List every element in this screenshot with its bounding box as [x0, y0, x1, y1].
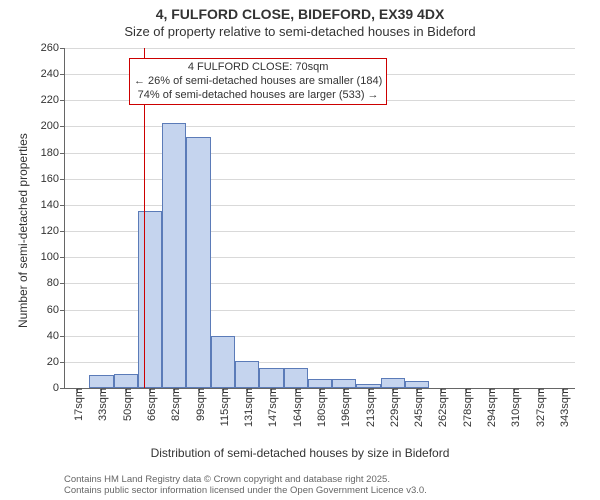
x-tick-label: 278sqm	[458, 388, 474, 427]
y-tick-label: 120	[41, 225, 65, 237]
annotation-box: 4 FULFORD CLOSE: 70sqm← 26% of semi-deta…	[129, 58, 387, 105]
x-tick-label: 164sqm	[288, 388, 304, 427]
y-axis-label: Number of semi-detached properties	[16, 133, 30, 328]
x-tick-label: 229sqm	[385, 388, 401, 427]
histogram-bar	[162, 123, 186, 388]
x-tick-label: 33sqm	[93, 388, 109, 421]
footer-attribution: Contains HM Land Registry data © Crown c…	[64, 474, 427, 496]
y-tick-label: 260	[41, 42, 65, 54]
histogram-bar	[235, 361, 259, 388]
x-tick-label: 147sqm	[263, 388, 279, 427]
x-tick-label: 66sqm	[142, 388, 158, 421]
y-tick-label: 180	[41, 147, 65, 159]
x-tick-label: 50sqm	[118, 388, 134, 421]
y-tick-label: 80	[47, 277, 65, 289]
y-tick-label: 200	[41, 120, 65, 132]
histogram-bar	[259, 368, 283, 388]
y-tick-label: 160	[41, 173, 65, 185]
x-tick-label: 115sqm	[215, 388, 231, 426]
gridline	[65, 153, 575, 154]
histogram-bar	[186, 137, 210, 388]
histogram-bar	[114, 374, 138, 388]
annotation-line-2: ← 26% of semi-detached houses are smalle…	[134, 75, 382, 89]
histogram-bar	[89, 375, 113, 388]
gridline	[65, 179, 575, 180]
histogram-bar	[308, 379, 332, 388]
y-tick-label: 240	[41, 68, 65, 80]
x-tick-label: 99sqm	[191, 388, 207, 421]
x-tick-label: 17sqm	[69, 388, 85, 421]
x-tick-label: 196sqm	[336, 388, 352, 427]
x-tick-label: 327sqm	[531, 388, 547, 427]
x-tick-label: 343sqm	[555, 388, 571, 427]
x-tick-label: 131sqm	[239, 388, 255, 427]
x-axis-label: Distribution of semi-detached houses by …	[0, 446, 600, 460]
page-title: 4, FULFORD CLOSE, BIDEFORD, EX39 4DX	[0, 6, 600, 22]
x-tick-label: 82sqm	[166, 388, 182, 421]
x-tick-label: 262sqm	[433, 388, 449, 427]
footer-line-1: Contains HM Land Registry data © Crown c…	[64, 474, 427, 485]
chart-plot-area: 02040608010012014016018020022024026017sq…	[64, 48, 575, 389]
x-tick-label: 180sqm	[312, 388, 328, 427]
y-tick-label: 220	[41, 94, 65, 106]
y-tick-label: 100	[41, 251, 65, 263]
x-tick-label: 245sqm	[409, 388, 425, 427]
gridline	[65, 205, 575, 206]
footer-line-2: Contains public sector information licen…	[64, 485, 427, 496]
gridline	[65, 126, 575, 127]
gridline	[65, 48, 575, 49]
y-tick-label: 0	[53, 382, 65, 394]
y-tick-label: 60	[47, 304, 65, 316]
histogram-bar	[284, 368, 308, 388]
histogram-bar	[381, 378, 405, 388]
x-tick-label: 310sqm	[506, 388, 522, 427]
y-tick-label: 20	[47, 356, 65, 368]
page-subtitle: Size of property relative to semi-detach…	[0, 24, 600, 39]
x-tick-label: 213sqm	[361, 388, 377, 427]
y-tick-label: 140	[41, 199, 65, 211]
x-tick-label: 294sqm	[482, 388, 498, 427]
annotation-line-3: 74% of semi-detached houses are larger (…	[134, 89, 382, 103]
y-tick-label: 40	[47, 330, 65, 342]
histogram-bar	[138, 211, 162, 388]
histogram-bar	[211, 336, 235, 388]
histogram-bar	[332, 379, 356, 388]
annotation-line-1: 4 FULFORD CLOSE: 70sqm	[134, 61, 382, 75]
